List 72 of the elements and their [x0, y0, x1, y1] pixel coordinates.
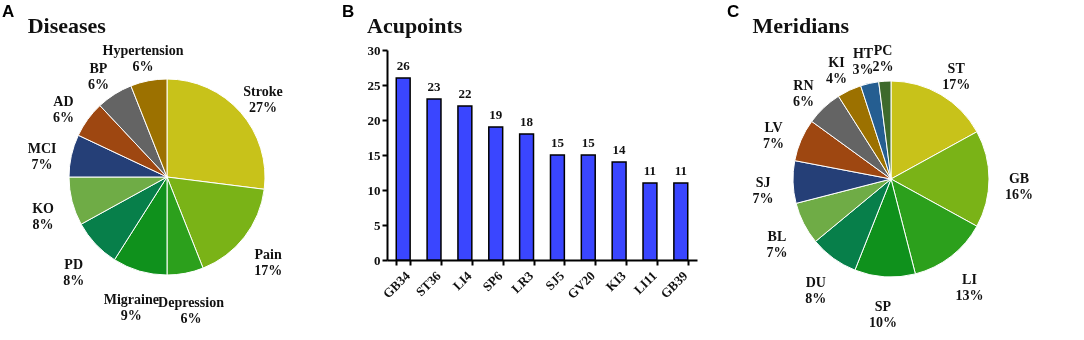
y-tick-label: 5 — [374, 217, 381, 233]
data-label: 2% — [872, 59, 894, 75]
slice-label: BL — [767, 229, 787, 245]
data-label: 6% — [132, 59, 154, 75]
slice-label: Migraine — [103, 291, 159, 307]
data-label: 15 — [581, 135, 596, 150]
x-tick-label: SJ5 — [542, 267, 568, 293]
text: C — [727, 2, 740, 22]
slice-label: KO — [32, 200, 55, 216]
data-label: 17% — [254, 263, 283, 279]
slice-label: GB — [1008, 171, 1030, 186]
data-label: 26 — [396, 58, 411, 73]
y-tick-label: 20 — [367, 112, 381, 128]
data-label: 22 — [458, 86, 472, 101]
data-label: 8% — [32, 216, 54, 232]
x-tick-label: SP6 — [479, 267, 506, 295]
x-tick-label: LR3 — [508, 267, 537, 297]
y-tick-label: 10 — [367, 182, 381, 198]
data-label: 27% — [249, 100, 278, 116]
slice-label: PD — [64, 256, 84, 272]
slice-label: MCI — [27, 141, 57, 157]
slice-label: PC — [873, 43, 893, 59]
data-label: 6% — [792, 93, 814, 109]
y-tick-label: 15 — [367, 147, 381, 163]
data-label: 18 — [520, 114, 534, 129]
slice-label: HT — [852, 46, 874, 62]
slice-label: BP — [89, 60, 108, 76]
slice-label: ST — [947, 60, 966, 76]
text: A — [2, 2, 15, 22]
data-label: 16% — [1005, 187, 1033, 202]
data-label: 4% — [826, 71, 847, 87]
data-label: 6% — [87, 76, 109, 92]
slice-label: KI — [828, 55, 845, 71]
slice-label: Stroke — [243, 84, 283, 100]
data-label: 6% — [180, 310, 202, 326]
chart-title: Acupoints — [367, 13, 463, 38]
data-label: 3% — [852, 62, 874, 78]
data-label: 17% — [942, 76, 971, 92]
data-label: 14 — [612, 142, 627, 157]
data-label: 7% — [31, 157, 53, 173]
slice-label: Depression — [158, 294, 225, 310]
data-label: 8% — [63, 272, 85, 288]
y-tick-label: 25 — [367, 77, 381, 93]
data-label: 7% — [766, 245, 788, 261]
data-label: 11 — [643, 163, 657, 178]
slice-label: LI — [962, 272, 977, 288]
y-tick-label: 0 — [374, 252, 381, 268]
slice-label: LV — [764, 120, 783, 136]
data-label: 11 — [674, 163, 687, 178]
slice-label: SJ — [755, 175, 771, 191]
slice-label: SP — [874, 298, 892, 314]
x-tick-label: LI4 — [449, 267, 475, 293]
slice-label: DU — [805, 274, 826, 290]
x-tick-label: KI3 — [602, 267, 630, 295]
chart-title: Meridians — [752, 13, 850, 39]
data-label: 15 — [550, 135, 565, 150]
slice-label: Hypertension — [102, 43, 184, 59]
slice-label: Pain — [254, 247, 282, 263]
data-label: 9% — [120, 307, 142, 323]
chart-title: Diseases — [27, 13, 107, 39]
data-label: 8% — [805, 290, 827, 306]
text: B — [342, 2, 355, 22]
data-label: 23 — [427, 79, 442, 94]
slice-label: RN — [793, 77, 814, 93]
data-label: 6% — [52, 109, 74, 125]
data-label: 19 — [489, 107, 503, 122]
data-label: 7% — [763, 136, 785, 152]
data-label: 13% — [955, 288, 984, 304]
y-tick-label: 30 — [367, 42, 381, 58]
data-label: 7% — [752, 191, 774, 207]
data-label: 10% — [868, 314, 897, 330]
slice-label: AD — [53, 93, 74, 109]
